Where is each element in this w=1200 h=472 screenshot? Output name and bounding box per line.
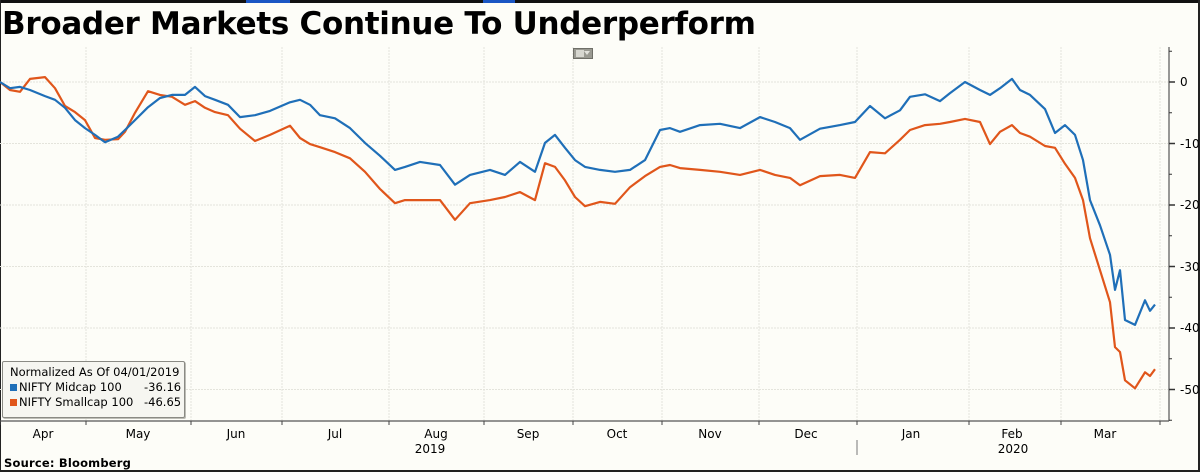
top-bar-highlight <box>246 0 290 3</box>
y-tick-label: 0 <box>1180 75 1188 89</box>
chart-type-menu-icon[interactable] <box>573 48 593 59</box>
y-tick-label: -10 <box>1180 136 1200 151</box>
y-tick-label: -30 <box>1180 259 1200 274</box>
legend-heading: Normalized As Of 04/01/2019 <box>10 365 180 379</box>
x-tick-label: Apr <box>32 427 54 441</box>
legend-item-midcap: NIFTY Midcap 100 -36.16 <box>10 380 184 395</box>
x-year-label: 2019 <box>414 442 446 456</box>
legend-item-smallcap: NIFTY Smallcap 100 -46.65 <box>10 395 184 410</box>
x-tick-label: Jun <box>226 427 246 441</box>
x-tick-label: Sep <box>516 427 540 441</box>
y-tick-label: -40 <box>1180 321 1200 335</box>
frame-bottom <box>0 470 1200 472</box>
x-tick-label: Jan <box>901 427 921 441</box>
frame-left <box>0 0 1 472</box>
x-tick-label: Dec <box>794 427 818 441</box>
y-tick-label: -20 <box>1180 198 1200 212</box>
x-year-label: 2020 <box>997 442 1029 456</box>
x-tick-label: Nov <box>698 427 722 441</box>
top-bar-highlight <box>483 0 515 3</box>
legend-swatch-blue <box>10 384 17 391</box>
x-tick-label: May <box>125 427 151 441</box>
series-line-midcap <box>0 77 1156 326</box>
chart-title: Broader Markets Continue To Underperform <box>2 6 756 42</box>
x-tick-label: Feb <box>1001 427 1023 441</box>
legend: Normalized As Of 04/01/2019 NIFTY Midcap… <box>2 361 185 418</box>
source-note: Source: Bloomberg <box>4 456 132 470</box>
x-tick-label: Aug <box>424 427 448 441</box>
y-tick-label: -50 <box>1180 382 1200 397</box>
chevron-down-icon <box>584 51 590 55</box>
legend-swatch-orange <box>10 399 17 406</box>
series-line-smallcap <box>0 75 1156 390</box>
x-tick-label: Oct <box>606 427 628 441</box>
x-tick-label: Jul <box>327 427 343 441</box>
top-bar <box>0 0 1200 3</box>
x-tick-label: Mar <box>1093 427 1117 441</box>
frame-right <box>1198 0 1200 472</box>
line-chart-icon <box>576 50 584 57</box>
